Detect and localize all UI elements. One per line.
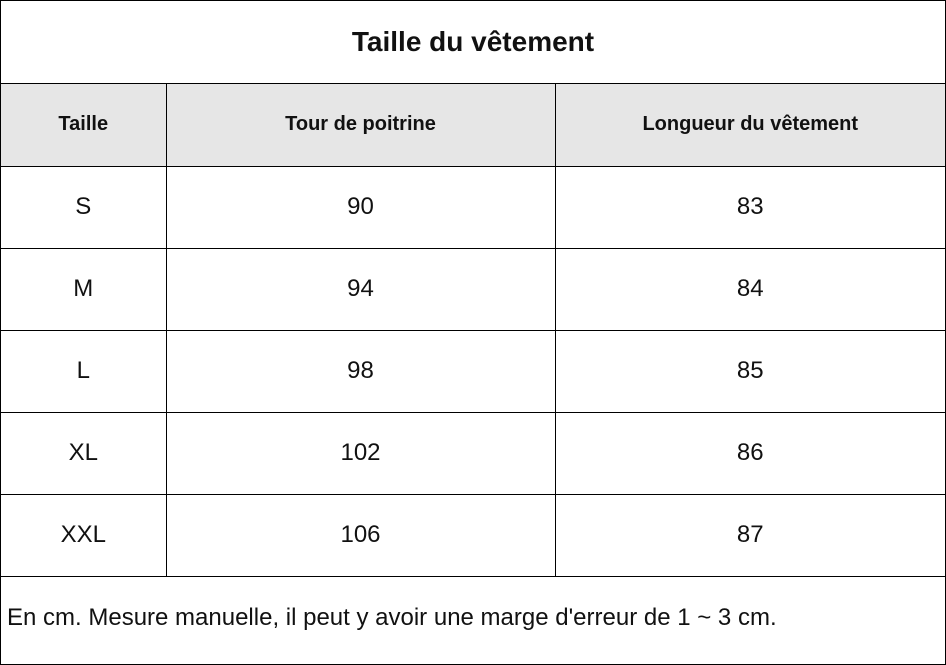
cell-chest: 102 <box>166 412 556 495</box>
measurement-note: En cm. Mesure manuelle, il peut y avoir … <box>7 603 777 631</box>
cell-length: 86 <box>555 412 945 495</box>
table-row: S 90 83 <box>1 166 945 249</box>
cell-length: 85 <box>555 330 945 413</box>
cell-chest: 94 <box>166 248 556 331</box>
cell-chest: 106 <box>166 494 556 577</box>
cell-length: 84 <box>555 248 945 331</box>
cell-size: XXL <box>1 494 167 577</box>
cell-chest: 90 <box>166 166 556 249</box>
table-row: L 98 85 <box>1 330 945 413</box>
cell-size: L <box>1 330 167 413</box>
cell-length: 87 <box>555 494 945 577</box>
table-row: M 94 84 <box>1 248 945 331</box>
cell-size: XL <box>1 412 167 495</box>
cell-size: S <box>1 166 167 249</box>
header-size: Taille <box>1 84 167 167</box>
table-row: XL 102 86 <box>1 412 945 495</box>
cell-size: M <box>1 248 167 331</box>
header-length: Longueur du vêtement <box>555 84 945 167</box>
cell-length: 83 <box>555 166 945 249</box>
cell-chest: 98 <box>166 330 556 413</box>
chart-title: Taille du vêtement <box>1 1 945 84</box>
size-table: Taille Tour de poitrine Longueur du vête… <box>1 84 945 577</box>
table-row: XXL 106 87 <box>1 494 945 577</box>
table-header-row: Taille Tour de poitrine Longueur du vête… <box>1 84 945 167</box>
header-chest: Tour de poitrine <box>166 84 556 167</box>
